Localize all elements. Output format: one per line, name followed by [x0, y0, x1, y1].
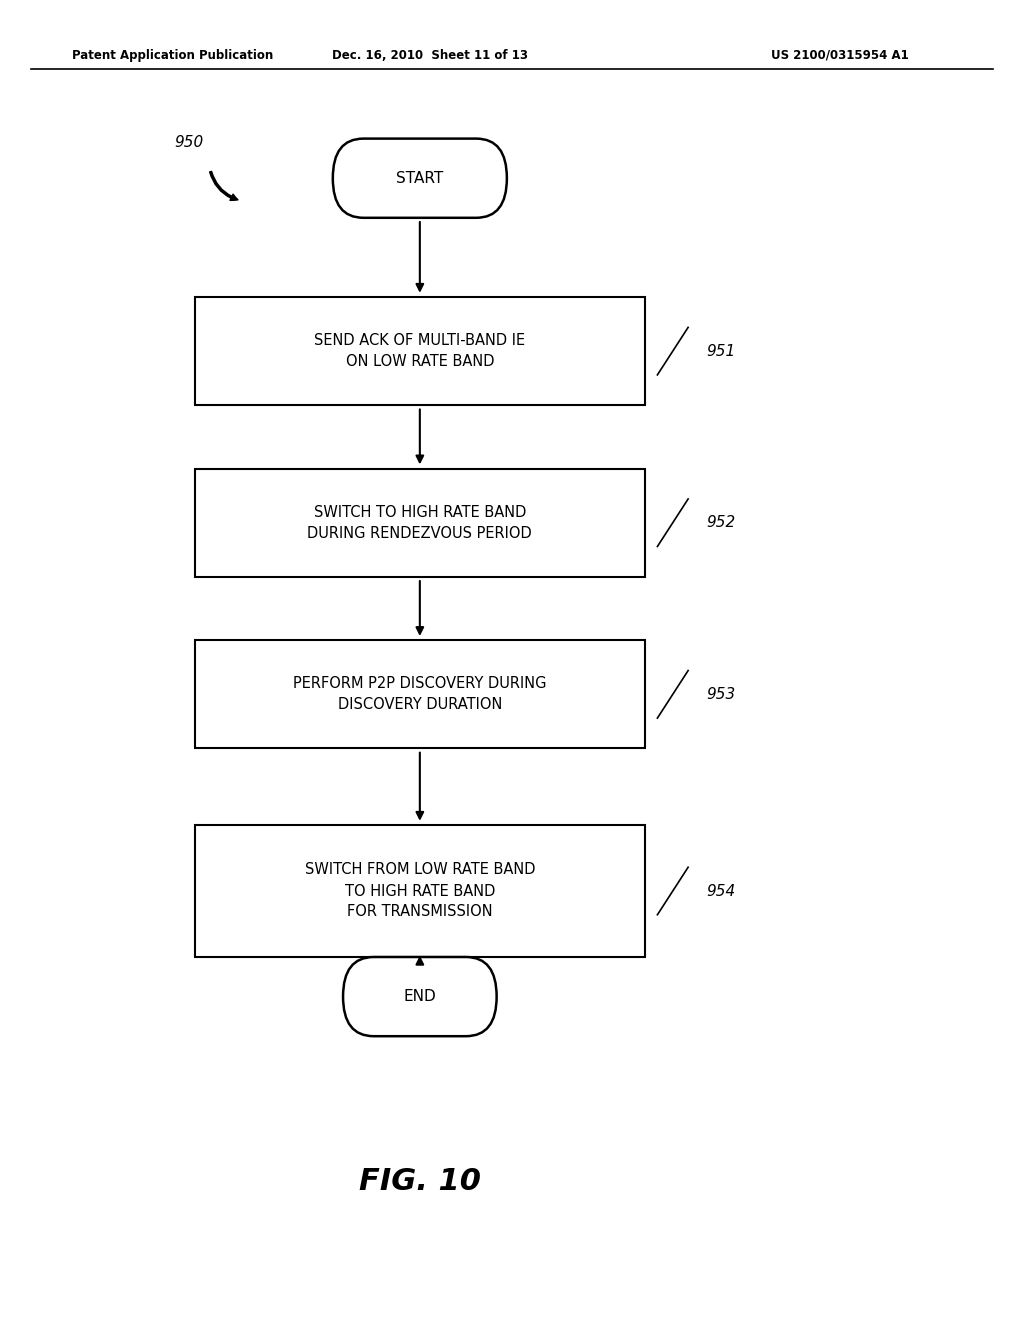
Text: 950: 950: [174, 136, 204, 150]
Text: 952: 952: [707, 515, 736, 531]
Text: FIG. 10: FIG. 10: [358, 1167, 481, 1196]
Text: SWITCH FROM LOW RATE BAND
TO HIGH RATE BAND
FOR TRANSMISSION: SWITCH FROM LOW RATE BAND TO HIGH RATE B…: [304, 862, 536, 920]
FancyBboxPatch shape: [195, 640, 645, 748]
Text: START: START: [396, 170, 443, 186]
Text: PERFORM P2P DISCOVERY DURING
DISCOVERY DURATION: PERFORM P2P DISCOVERY DURING DISCOVERY D…: [293, 676, 547, 713]
FancyBboxPatch shape: [195, 297, 645, 405]
FancyArrowPatch shape: [210, 172, 238, 201]
Text: Patent Application Publication: Patent Application Publication: [72, 49, 273, 62]
Text: US 2100/0315954 A1: US 2100/0315954 A1: [771, 49, 908, 62]
Text: 953: 953: [707, 686, 736, 702]
Text: 954: 954: [707, 883, 736, 899]
FancyBboxPatch shape: [333, 139, 507, 218]
Text: 951: 951: [707, 343, 736, 359]
Text: SWITCH TO HIGH RATE BAND
DURING RENDEZVOUS PERIOD: SWITCH TO HIGH RATE BAND DURING RENDEZVO…: [307, 504, 532, 541]
Text: Dec. 16, 2010  Sheet 11 of 13: Dec. 16, 2010 Sheet 11 of 13: [332, 49, 528, 62]
FancyBboxPatch shape: [195, 469, 645, 577]
FancyBboxPatch shape: [195, 825, 645, 957]
Text: END: END: [403, 989, 436, 1005]
Text: SEND ACK OF MULTI-BAND IE
ON LOW RATE BAND: SEND ACK OF MULTI-BAND IE ON LOW RATE BA…: [314, 333, 525, 370]
FancyBboxPatch shape: [343, 957, 497, 1036]
